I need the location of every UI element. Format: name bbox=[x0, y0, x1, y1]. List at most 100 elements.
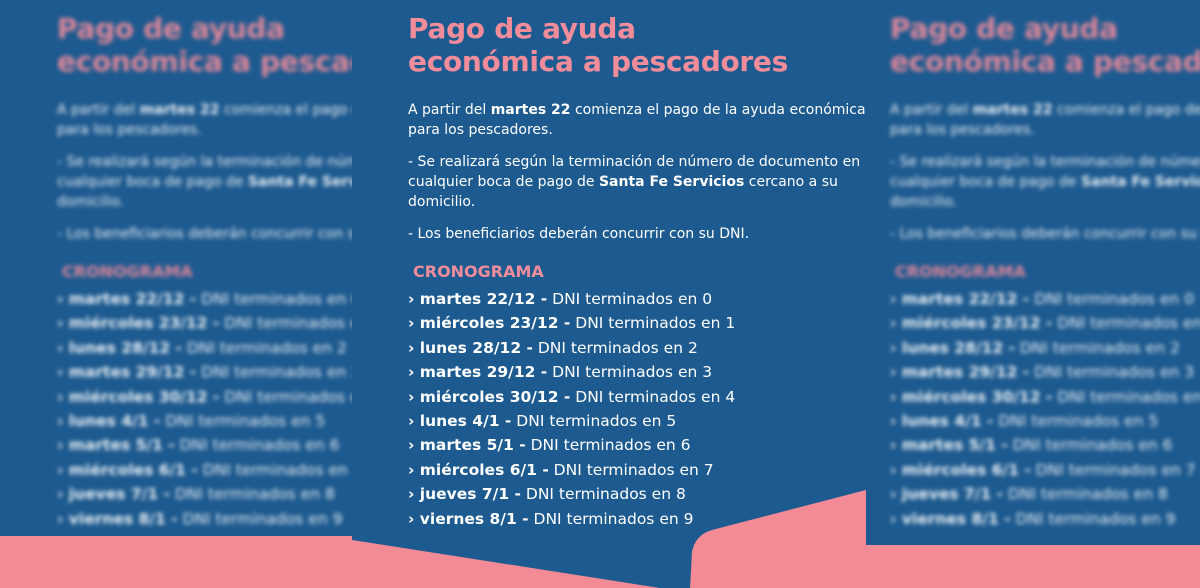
schedule-dni: DNI terminados en 2 bbox=[181, 338, 347, 357]
schedule-date: › lunes 4/1 - bbox=[890, 412, 994, 431]
schedule-dni: DNI terminados en 7 bbox=[548, 460, 714, 479]
schedule-item: › martes 5/1 - DNI terminados en 6 bbox=[57, 433, 352, 457]
schedule-item: › lunes 4/1 - DNI terminados en 5 bbox=[408, 409, 866, 433]
schedule-item: › martes 29/12 - DNI terminados en 3 bbox=[57, 360, 352, 384]
schedule-heading: CRONOGRAMA bbox=[413, 262, 544, 281]
schedule-dni: DNI terminados en 7 bbox=[197, 460, 352, 479]
schedule-item: › miércoles 23/12 - DNI terminados en 1 bbox=[890, 311, 1200, 335]
intro-text: A partir del martes 22 comienza el pago … bbox=[57, 102, 352, 138]
schedule-date: › jueves 7/1 - bbox=[57, 485, 170, 504]
schedule-item: › lunes 4/1 - DNI terminados en 5 bbox=[57, 409, 352, 433]
schedule-item: › martes 5/1 - DNI terminados en 6 bbox=[408, 433, 866, 457]
schedule-date: › jueves 7/1 - bbox=[408, 485, 521, 504]
schedule-date: › miércoles 30/12 - bbox=[408, 387, 571, 406]
schedule-heading: CRONOGRAMA bbox=[895, 262, 1026, 281]
schedule-dni: DNI terminados en 4 bbox=[1057, 387, 1200, 406]
schedule-dni: DNI terminados en 4 bbox=[224, 387, 352, 406]
schedule-dni: DNI terminados en 7 bbox=[1030, 460, 1196, 479]
point-payment-location: - Se realizará según la terminación de n… bbox=[57, 154, 352, 210]
schedule-item: › viernes 8/1 - DNI terminados en 9 bbox=[57, 507, 352, 531]
schedule-item: › martes 22/12 - DNI terminados en 0 bbox=[57, 287, 352, 311]
intro-text: A partir del martes 22 comienza el pago … bbox=[408, 102, 866, 138]
schedule-date: › viernes 8/1 - bbox=[57, 509, 178, 528]
schedule-date: › martes 5/1 - bbox=[57, 436, 175, 455]
schedule-dni: DNI terminados en 5 bbox=[511, 412, 677, 431]
schedule-item: › miércoles 23/12 - DNI terminados en 1 bbox=[408, 311, 866, 335]
schedule-date: › miércoles 23/12 - bbox=[890, 314, 1053, 333]
point-payment-location: - Se realizará según la terminación de n… bbox=[890, 154, 1200, 210]
schedule-dni: DNI terminados en 4 bbox=[570, 387, 736, 406]
schedule-dni: DNI terminados en 2 bbox=[532, 338, 698, 357]
schedule-date: › miércoles 30/12 - bbox=[57, 387, 220, 406]
schedule-item: › lunes 28/12 - DNI terminados en 2 bbox=[57, 336, 352, 360]
schedule-item: › miércoles 6/1 - DNI terminados en 7 bbox=[57, 458, 352, 482]
schedule-date: › miércoles 6/1 - bbox=[408, 460, 549, 479]
schedule-item: › martes 29/12 - DNI terminados en 3 bbox=[890, 360, 1200, 384]
schedule-dni: DNI terminados en 9 bbox=[528, 509, 694, 528]
schedule-dni: DNI terminados en 3 bbox=[196, 363, 352, 382]
schedule-dni: DNI terminados en 8 bbox=[1002, 485, 1168, 504]
schedule-dni: DNI terminados en 5 bbox=[160, 412, 326, 431]
schedule-dni: DNI terminados en 1 bbox=[1057, 314, 1200, 333]
schedule-date: › viernes 8/1 - bbox=[890, 509, 1011, 528]
schedule-list: › martes 22/12 - DNI terminados en 0 › mi… bbox=[57, 287, 352, 531]
schedule-dni: DNI terminados en 2 bbox=[1014, 338, 1180, 357]
schedule-date: › lunes 28/12 - bbox=[890, 338, 1015, 357]
schedule-date: › miércoles 23/12 - bbox=[57, 314, 220, 333]
schedule-dni: DNI terminados en 9 bbox=[177, 509, 343, 528]
schedule-date: › viernes 8/1 - bbox=[408, 509, 529, 528]
schedule-item: › martes 22/12 - DNI terminados en 0 bbox=[408, 287, 866, 311]
schedule-date: › miércoles 23/12 - bbox=[408, 314, 571, 333]
schedule-item: › jueves 7/1 - DNI terminados en 8 bbox=[890, 482, 1200, 506]
schedule-date: › martes 22/12 - bbox=[408, 290, 548, 308]
schedule-date: › jueves 7/1 - bbox=[890, 485, 1003, 504]
schedule-date: › lunes 28/12 - bbox=[57, 338, 182, 357]
schedule-date: › martes 29/12 - bbox=[408, 363, 548, 382]
schedule-dni: DNI terminados en 0 bbox=[547, 290, 713, 308]
schedule-item: › miércoles 6/1 - DNI terminados en 7 bbox=[408, 458, 866, 482]
point-dni: - Los beneficiarios deberán concurrir co… bbox=[408, 226, 750, 242]
schedule-item: › martes 5/1 - DNI terminados en 6 bbox=[890, 433, 1200, 457]
schedule-date: › martes 22/12 - bbox=[890, 290, 1030, 308]
schedule-dni: DNI terminados en 5 bbox=[993, 412, 1159, 431]
schedule-item: › jueves 7/1 - DNI terminados en 8 bbox=[408, 482, 866, 506]
schedule-list: › martes 22/12 - DNI terminados en 0 › mi… bbox=[890, 287, 1200, 531]
schedule-item: › miércoles 30/12 - DNI terminados en 4 bbox=[57, 385, 352, 409]
schedule-date: › miércoles 6/1 - bbox=[57, 460, 198, 479]
schedule-date: › martes 5/1 - bbox=[890, 436, 1008, 455]
schedule-dni: DNI terminados en 1 bbox=[570, 314, 736, 333]
schedule-date: › martes 29/12 - bbox=[890, 363, 1030, 382]
schedule-item: › viernes 8/1 - DNI terminados en 9 bbox=[408, 507, 866, 531]
schedule-dni: DNI terminados en 0 bbox=[196, 290, 352, 308]
schedule-dni: DNI terminados en 8 bbox=[520, 485, 686, 504]
schedule-item: › viernes 8/1 - DNI terminados en 9 bbox=[890, 507, 1200, 531]
main-flyer: Pago de ayuda económica a pescadores A pa… bbox=[352, 0, 866, 588]
schedule-heading: CRONOGRAMA bbox=[62, 262, 193, 281]
schedule-item: › lunes 4/1 - DNI terminados en 5 bbox=[890, 409, 1200, 433]
schedule-item: › miércoles 23/12 - DNI terminados en 1 bbox=[57, 311, 352, 335]
schedule-dni: DNI terminados en 3 bbox=[1029, 363, 1195, 382]
schedule-dni: DNI terminados en 1 bbox=[224, 314, 352, 333]
schedule-item: › martes 29/12 - DNI terminados en 3 bbox=[408, 360, 866, 384]
schedule-item: › miércoles 30/12 - DNI terminados en 4 bbox=[408, 385, 866, 409]
schedule-item: › miércoles 30/12 - DNI terminados en 4 bbox=[890, 385, 1200, 409]
schedule-item: › jueves 7/1 - DNI terminados en 8 bbox=[57, 482, 352, 506]
pink-shape-left bbox=[0, 536, 660, 588]
schedule-date: › martes 22/12 - bbox=[57, 290, 197, 308]
schedule-date: › lunes 28/12 - bbox=[408, 338, 533, 357]
schedule-dni: DNI terminados en 0 bbox=[1029, 290, 1195, 308]
schedule-item: › martes 22/12 - DNI terminados en 0 bbox=[890, 287, 1200, 311]
pink-shape-right bbox=[690, 490, 1200, 588]
schedule-date: › martes 29/12 - bbox=[57, 363, 197, 382]
point-payment-location: - Se realizará según la terminación de n… bbox=[408, 154, 861, 210]
schedule-item: › lunes 28/12 - DNI terminados en 2 bbox=[408, 336, 866, 360]
schedule-date: › martes 5/1 - bbox=[408, 436, 526, 455]
point-dni: - Los beneficiarios deberán concurrir co… bbox=[57, 226, 352, 242]
schedule-date: › lunes 4/1 - bbox=[57, 412, 161, 431]
